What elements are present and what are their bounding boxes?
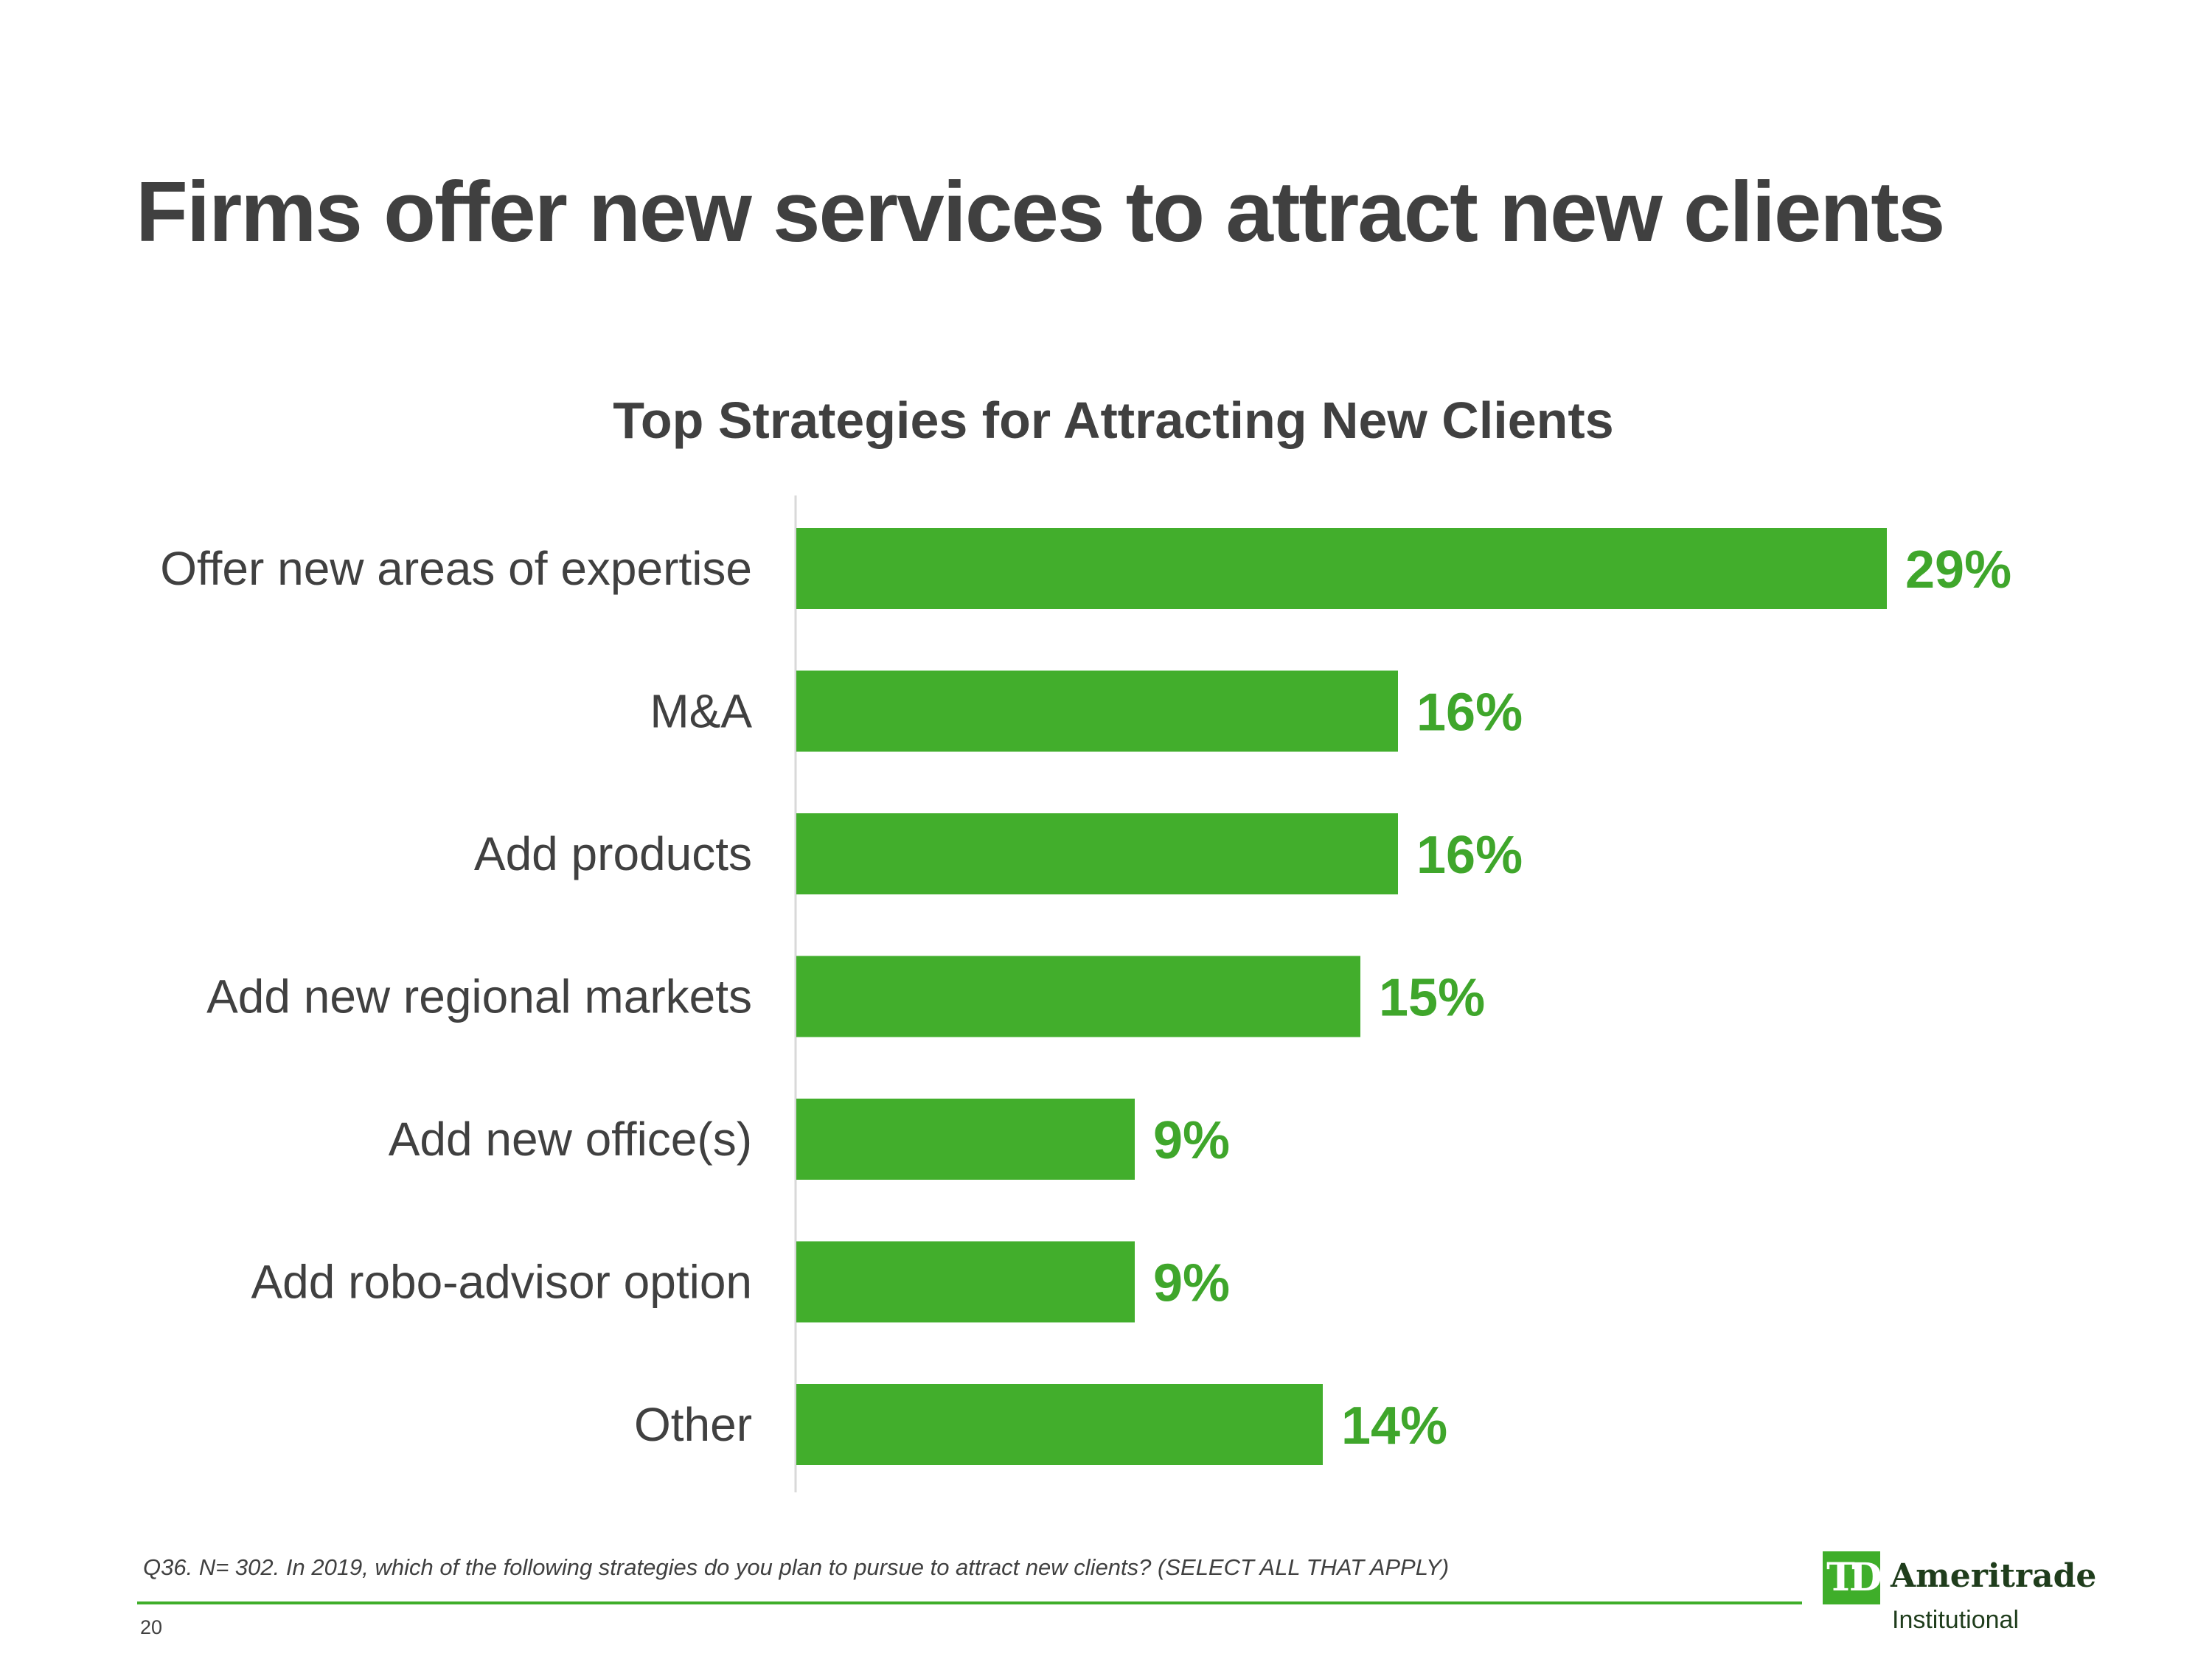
page-number: 20 (140, 1616, 163, 1638)
logo-subtitle: Institutional (1892, 1606, 2019, 1634)
value-label-4: 9% (1153, 1111, 1230, 1170)
bar-5 (796, 1241, 1135, 1323)
slide-title: Firms offer new services to attract new … (136, 164, 1945, 260)
bar-1 (796, 670, 1398, 752)
bar-chart: Offer new areas of expertise 29% M&A 16% Add… (160, 495, 2011, 1492)
value-label-0: 29% (1905, 540, 2011, 599)
category-label-1: M&A (650, 685, 752, 738)
value-label-1: 16% (1416, 684, 1523, 742)
bar-6 (796, 1384, 1323, 1465)
category-label-0: Offer new areas of expertise (160, 542, 752, 595)
bar-3 (796, 956, 1360, 1037)
chart-title: Top Strategies for Attracting New Client… (613, 392, 1614, 449)
footnote: Q36. N= 302. In 2019, which of the follo… (143, 1554, 1450, 1580)
category-label-4: Add new office(s) (389, 1113, 752, 1166)
td-ameritrade-logo: TD Ameritrade Institutional (1823, 1551, 2096, 1640)
category-label-2: Add products (474, 827, 752, 880)
footer-divider (137, 1601, 1802, 1604)
category-label-6: Other (634, 1398, 752, 1451)
value-label-3: 15% (1379, 969, 1485, 1028)
td-logo-mark: TD (1823, 1551, 1882, 1604)
category-label-5: Add robo-advisor option (251, 1256, 752, 1309)
bar-4 (796, 1099, 1135, 1180)
bar-0 (796, 528, 1887, 609)
category-label-3: Add new regional markets (206, 970, 752, 1023)
value-label-5: 9% (1153, 1254, 1230, 1313)
bar-2 (796, 813, 1398, 894)
value-label-2: 16% (1416, 826, 1523, 885)
value-label-6: 14% (1341, 1397, 1447, 1455)
logo-brand-name: Ameritrade (1891, 1557, 2097, 1595)
bars-layer: Offer new areas of expertise 29% M&A 16% Add… (160, 495, 2011, 1492)
